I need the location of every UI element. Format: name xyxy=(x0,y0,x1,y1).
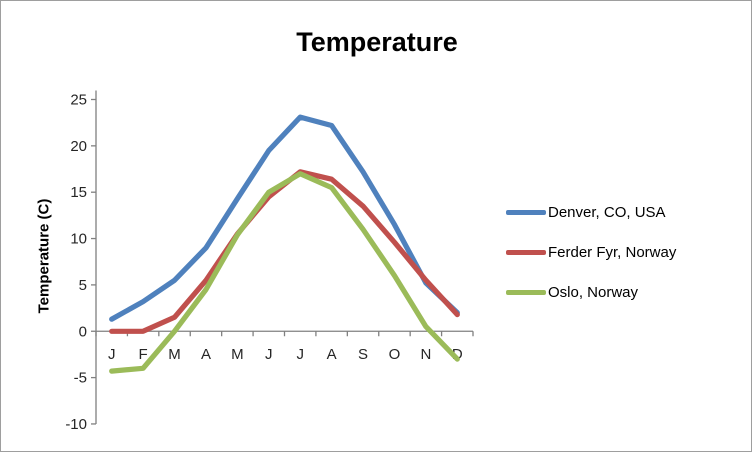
chart-title: Temperature xyxy=(296,27,458,57)
y-tick-label: -10 xyxy=(65,416,87,433)
x-tick-label: M xyxy=(168,346,181,363)
x-tick-label: A xyxy=(201,346,211,363)
x-tick-label: S xyxy=(358,346,368,363)
x-tick-label: J xyxy=(296,346,304,363)
x-tick-label: A xyxy=(327,346,337,363)
y-tick-label: 20 xyxy=(70,138,87,155)
series-line-0 xyxy=(109,114,460,322)
series-line-2 xyxy=(109,171,460,374)
legend-label: Ferder Fyr, Norway xyxy=(548,244,677,261)
x-tick-label: O xyxy=(389,346,401,363)
y-tick-label: 10 xyxy=(70,231,87,248)
x-tick-label: D xyxy=(452,346,463,363)
y-tick-label: -5 xyxy=(74,370,87,387)
y-tick-label: 15 xyxy=(70,184,87,201)
y-tick-label: 0 xyxy=(79,323,87,340)
x-tick-label: J xyxy=(265,346,273,363)
y-tick-label: 25 xyxy=(70,92,87,109)
legend-label: Oslo, Norway xyxy=(548,284,639,301)
legend: Denver, CO, USA Ferder Fyr, Norway Oslo,… xyxy=(506,204,676,301)
legend-entry-oslo: Oslo, Norway xyxy=(506,284,676,301)
legend-entry-denver: Denver, CO, USA xyxy=(506,204,676,221)
x-tick-label: N xyxy=(420,346,431,363)
legend-line-swatch xyxy=(506,290,546,295)
x-tick-label: J xyxy=(108,346,116,363)
legend-line-swatch xyxy=(506,250,546,255)
legend-line-swatch xyxy=(506,210,546,215)
series-line-1 xyxy=(109,169,460,334)
y-tick-label: 5 xyxy=(79,277,87,294)
x-tick-label: M xyxy=(231,346,244,363)
x-tick-label: F xyxy=(139,346,148,363)
legend-entry-ferder-fyr: Ferder Fyr, Norway xyxy=(506,244,676,261)
legend-label: Denver, CO, USA xyxy=(548,204,666,221)
